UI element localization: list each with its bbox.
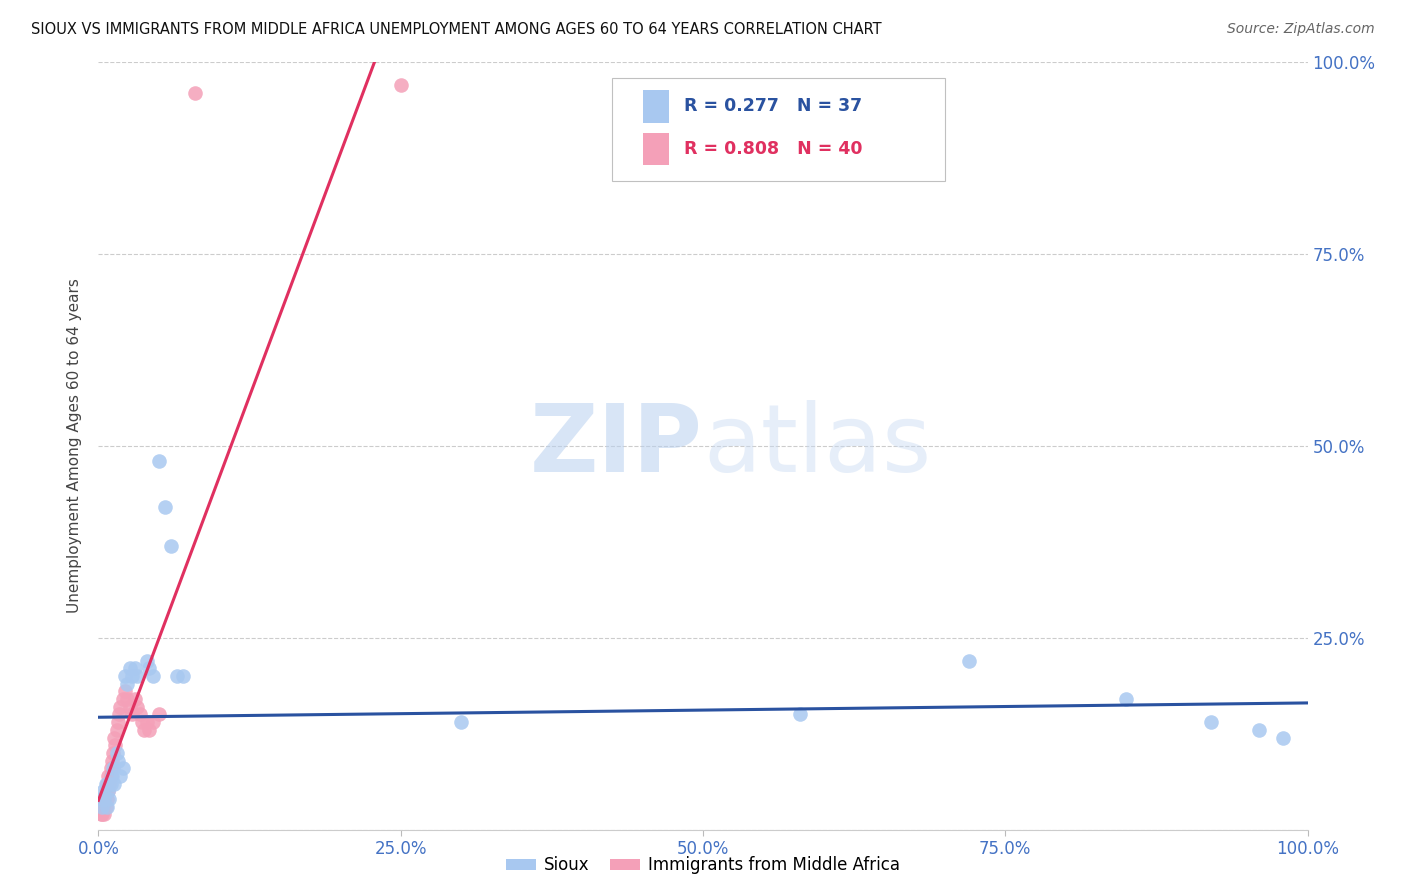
Point [103,731,125,745]
Point [91,799,114,814]
Point [105,746,128,760]
Point [153,500,176,515]
Point [97,784,120,798]
Point [1272,731,1295,745]
Point [148,707,170,722]
FancyBboxPatch shape [613,78,945,181]
Text: ZIP: ZIP [530,400,703,492]
Text: Source: ZipAtlas.com: Source: ZipAtlas.com [1227,22,1375,37]
Point [94,784,117,798]
Point [90,807,112,822]
Point [117,692,139,706]
Point [97,784,120,798]
Point [111,761,134,775]
Point [108,707,131,722]
Point [389,78,412,93]
Point [100,769,122,783]
Text: atlas: atlas [703,400,931,492]
Point [107,754,129,768]
Point [91,807,114,822]
Text: SIOUX VS IMMIGRANTS FROM MIDDLE AFRICA UNEMPLOYMENT AMONG AGES 60 TO 64 YEARS CO: SIOUX VS IMMIGRANTS FROM MIDDLE AFRICA U… [31,22,882,37]
Point [93,792,115,806]
Point [118,699,141,714]
Point [114,669,136,683]
Point [91,784,114,798]
Point [111,692,134,706]
Point [1115,692,1137,706]
Text: R = 0.277   N = 37: R = 0.277 N = 37 [683,97,862,115]
Point [105,723,128,737]
Point [93,807,115,822]
Point [101,746,124,760]
Y-axis label: Unemployment Among Ages 60 to 64 years: Unemployment Among Ages 60 to 64 years [67,278,83,614]
Point [108,769,131,783]
Point [135,654,157,668]
Point [127,669,149,683]
Point [148,454,170,468]
Point [108,699,131,714]
Point [100,761,122,775]
Point [1199,715,1222,730]
Point [142,715,165,730]
Point [957,654,980,668]
Point [450,715,472,730]
Point [166,669,188,683]
FancyBboxPatch shape [643,90,669,122]
Point [104,738,127,752]
Point [107,715,129,730]
Point [97,769,120,783]
FancyBboxPatch shape [643,133,669,165]
Point [100,776,122,790]
Point [127,699,149,714]
Point [98,792,121,806]
Point [90,792,112,806]
Text: R = 0.808   N = 40: R = 0.808 N = 40 [683,140,862,158]
Point [160,539,183,553]
Point [91,799,114,814]
Point [124,692,146,706]
Point [118,661,141,675]
Point [138,661,160,675]
Point [96,776,118,790]
Point [131,715,153,730]
Point [98,776,121,790]
Point [128,707,150,722]
Point [134,723,156,737]
Point [91,799,114,814]
Point [101,761,124,775]
Point [135,715,157,730]
Legend: Sioux, Immigrants from Middle Africa: Sioux, Immigrants from Middle Africa [501,851,905,880]
Point [121,669,143,683]
Point [103,776,125,790]
Point [138,723,160,737]
Point [121,707,143,722]
Point [94,776,117,790]
Point [117,677,139,691]
Point [172,669,194,683]
Point [93,792,115,806]
Point [184,86,207,100]
Point [100,754,122,768]
Point [96,792,118,806]
Point [114,684,136,698]
Point [1249,723,1271,737]
Point [124,661,146,675]
Point [142,669,165,683]
Point [96,799,118,814]
Point [94,799,117,814]
Point [91,792,114,806]
Point [789,707,811,722]
Point [100,769,122,783]
